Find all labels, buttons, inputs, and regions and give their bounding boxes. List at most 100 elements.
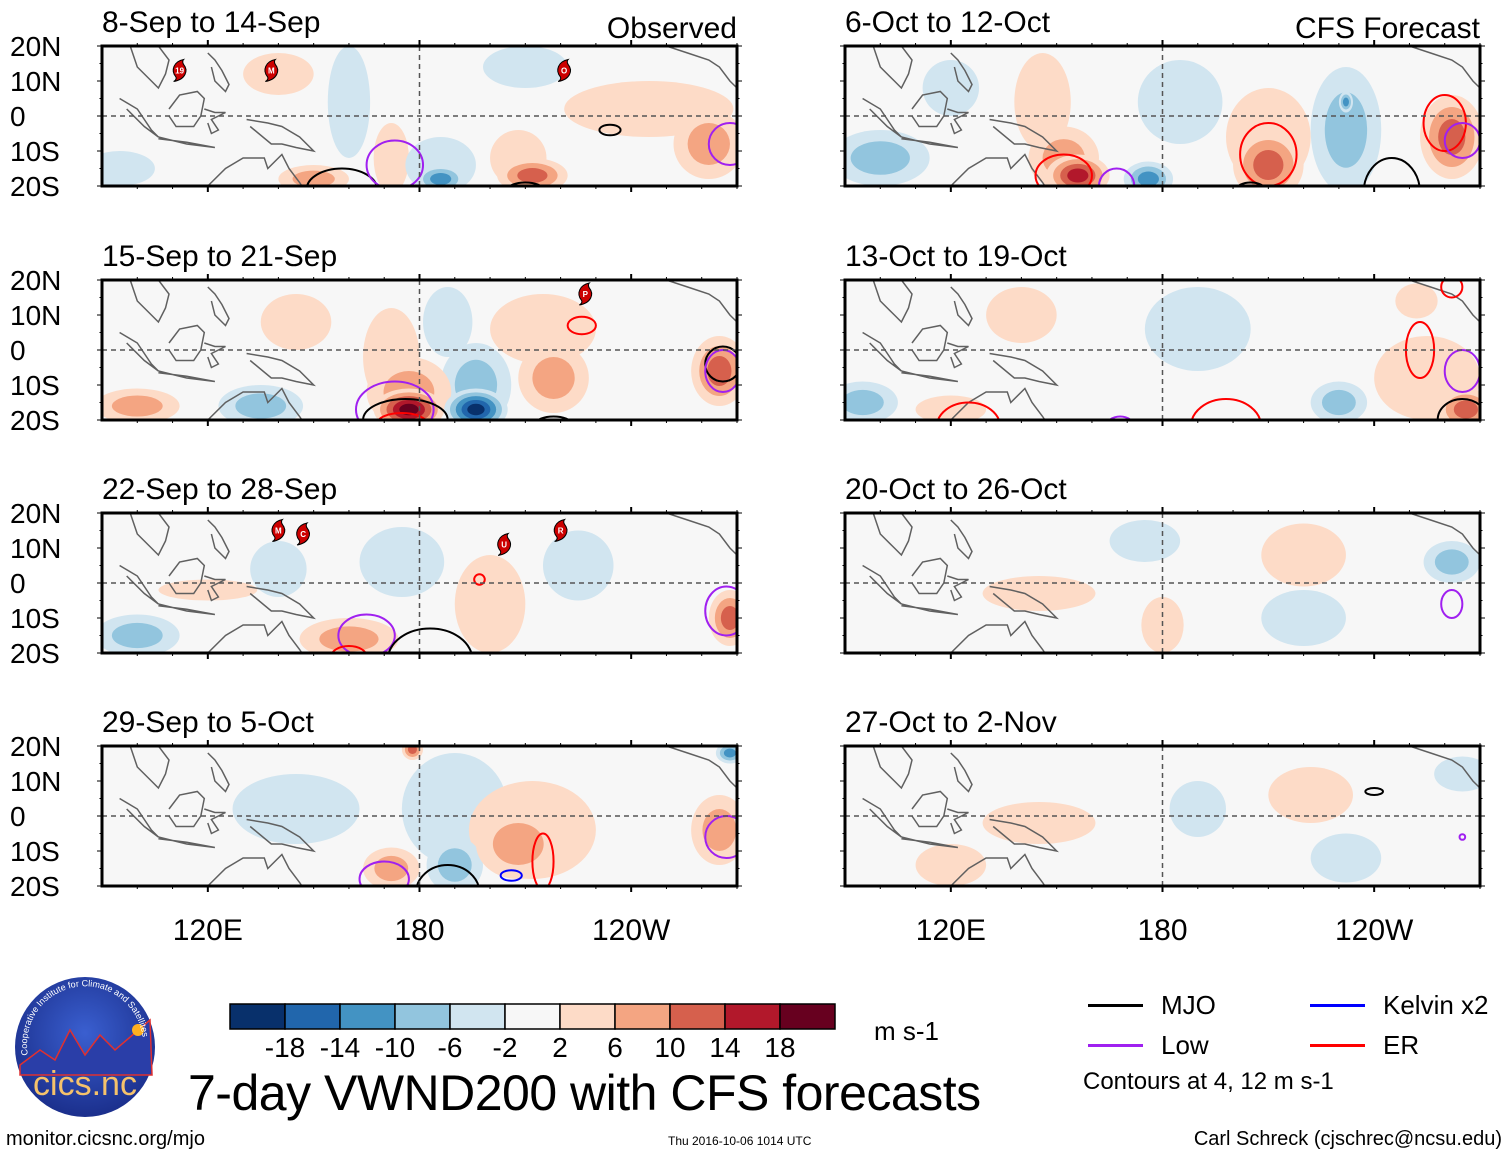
storm-label: U bbox=[501, 541, 507, 550]
coastline bbox=[901, 836, 959, 849]
colorbar-swatch bbox=[449, 1003, 506, 1030]
storm-core bbox=[498, 539, 510, 550]
contour-mjo bbox=[536, 415, 571, 420]
colorbar-swatch bbox=[614, 1003, 671, 1030]
coastline bbox=[862, 331, 902, 372]
contour-low bbox=[337, 613, 396, 653]
colorbar-tick-label: -6 bbox=[438, 1032, 463, 1063]
legend-er: ER bbox=[1310, 1030, 1419, 1061]
anomaly-blob bbox=[490, 294, 596, 364]
y-tick-label: 10S bbox=[10, 136, 60, 167]
contour-low bbox=[355, 380, 435, 420]
anomaly-blob bbox=[1144, 287, 1251, 371]
contour-mjo bbox=[306, 167, 378, 186]
y-tick-label: 10N bbox=[10, 766, 61, 797]
coastline bbox=[911, 557, 949, 595]
colorbar: -18 -14 -10 -6 -2 2 6 10 14 18 bbox=[229, 1003, 836, 1063]
coastline bbox=[207, 52, 230, 93]
storm-core bbox=[174, 65, 186, 76]
anomaly-blob bbox=[111, 395, 163, 417]
anomaly-blob bbox=[327, 46, 371, 158]
anomaly-blob bbox=[723, 748, 736, 758]
anomaly-blob bbox=[915, 844, 987, 886]
anomaly-blob bbox=[517, 168, 548, 183]
coastline bbox=[207, 519, 230, 560]
coastline bbox=[901, 136, 959, 149]
y-tick-label: 0 bbox=[10, 568, 26, 599]
coastline bbox=[204, 342, 226, 369]
coastline bbox=[204, 108, 226, 135]
y-tick-label: 20S bbox=[10, 171, 60, 202]
anomaly-blob bbox=[430, 173, 452, 185]
x-tick-label: 120W bbox=[592, 914, 671, 947]
anomaly-blob bbox=[542, 530, 614, 601]
panel-corner-label: Observed bbox=[607, 12, 737, 45]
coastline bbox=[901, 370, 959, 383]
logo-mountains bbox=[19, 1018, 153, 1076]
coastline bbox=[947, 575, 969, 602]
storm-core bbox=[265, 65, 277, 76]
coastline bbox=[950, 52, 973, 93]
storm-core bbox=[272, 525, 284, 536]
coastline bbox=[158, 370, 216, 383]
coastline bbox=[872, 46, 913, 90]
anomaly-blob bbox=[1342, 97, 1349, 107]
anomaly-field bbox=[862, 746, 1480, 886]
coastline bbox=[205, 153, 303, 186]
legend-mjo: MJO bbox=[1088, 990, 1216, 1021]
anomaly-blob bbox=[1261, 523, 1346, 587]
anomaly-blob bbox=[702, 809, 737, 851]
coastline bbox=[872, 513, 913, 557]
storm-core bbox=[558, 65, 570, 76]
y-tick-label: 10S bbox=[10, 603, 60, 634]
colorbar-tick-label: 10 bbox=[654, 1032, 685, 1063]
contour-low bbox=[1108, 415, 1133, 420]
coastline bbox=[666, 46, 737, 89]
panel-2: P 20N 10N 0 10S 20S 15-Sep to 21-Sep bbox=[10, 240, 742, 436]
coastline bbox=[207, 286, 230, 327]
coastline bbox=[119, 797, 159, 838]
coastline bbox=[1409, 513, 1480, 556]
coastline bbox=[948, 387, 1046, 420]
contour-kelvin-x2 bbox=[499, 869, 523, 882]
y-tick-label: 0 bbox=[10, 101, 26, 132]
anomaly-blob bbox=[922, 60, 980, 116]
anomaly-blob bbox=[986, 287, 1057, 343]
coastline bbox=[911, 324, 949, 362]
legend-er-label: ER bbox=[1383, 1030, 1420, 1060]
storm-label: P bbox=[583, 290, 589, 299]
storm-core bbox=[297, 528, 309, 540]
anomaly-blob bbox=[720, 606, 737, 630]
panel-6: 13-Oct to 19-Oct bbox=[840, 240, 1485, 426]
legend-low: Low bbox=[1088, 1030, 1209, 1061]
coastline bbox=[862, 564, 902, 605]
colorbar-swatch bbox=[669, 1003, 726, 1030]
legend-er-swatch bbox=[1310, 1044, 1365, 1047]
panel-period-title: 27-Oct to 2-Nov bbox=[845, 706, 1057, 739]
anomaly-blob bbox=[1434, 756, 1480, 792]
coastline bbox=[948, 853, 1046, 886]
colorbar-swatch bbox=[284, 1003, 341, 1030]
colorbar-tick-label: -14 bbox=[320, 1032, 360, 1063]
storm-core bbox=[579, 288, 591, 300]
tropical-cyclone-icon: C bbox=[296, 522, 310, 546]
coastline bbox=[862, 97, 902, 138]
coastline bbox=[1390, 280, 1394, 281]
coastline bbox=[950, 752, 973, 793]
footer-timestamp: Thu 2016-10-06 1014 UTC bbox=[668, 1134, 812, 1148]
contour-low bbox=[1458, 833, 1467, 841]
tropical-cyclone-icon: M bbox=[264, 58, 279, 82]
tropical-cyclone-icon: M bbox=[271, 518, 286, 542]
panel-5: 6-Oct to 12-Oct CFS Forecast bbox=[840, 6, 1485, 192]
colorbar-swatch bbox=[339, 1003, 396, 1030]
colorbar-swatch bbox=[229, 1003, 286, 1030]
panel-3: M C U R 20N 10N 0 10S 20S 22-Sep to 28-Sep bbox=[10, 473, 742, 669]
footer-url[interactable]: monitor.cicsnc.org/mjo bbox=[6, 1128, 205, 1150]
logo-text: cics.nc bbox=[33, 1065, 137, 1103]
coastline bbox=[1409, 46, 1480, 89]
storm-label: M bbox=[275, 527, 282, 536]
anomaly-blob bbox=[1261, 590, 1346, 646]
legend-mjo-label: MJO bbox=[1161, 990, 1216, 1020]
contour-er bbox=[566, 315, 597, 336]
colorbar-units: m s-1 bbox=[874, 1016, 939, 1046]
